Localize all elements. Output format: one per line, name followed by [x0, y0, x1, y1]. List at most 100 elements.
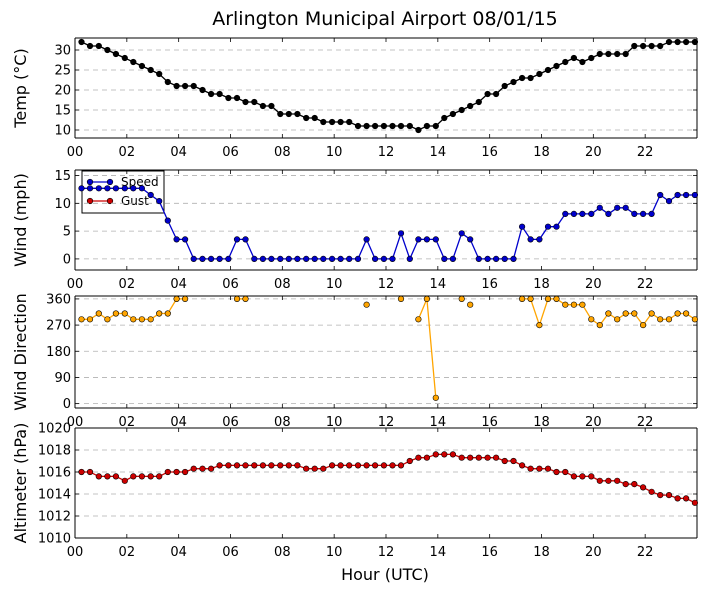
- data-point: [233, 94, 241, 102]
- y-tick-label: 90: [54, 371, 71, 386]
- data-point: [259, 462, 267, 469]
- data-point: [493, 255, 500, 263]
- data-point: [639, 322, 647, 329]
- data-point: [553, 62, 560, 70]
- data-point: [657, 492, 664, 499]
- data-point: [199, 86, 206, 94]
- data-point: [372, 462, 379, 469]
- x-tick-label: 00: [67, 545, 84, 560]
- data-point: [674, 310, 681, 317]
- data-point: [648, 210, 655, 217]
- data-point: [268, 255, 275, 263]
- panel-wind-direction: Wind Direction 0 90 180 270 360 00 02 04 06 08 10 1…: [11, 292, 699, 430]
- data-point: [78, 316, 85, 323]
- x-tick-label: 08: [274, 145, 291, 160]
- x-tick-label: 16: [481, 145, 498, 160]
- data-point: [95, 473, 102, 480]
- data-point: [510, 457, 517, 465]
- data-point: [337, 462, 344, 469]
- data-point: [596, 322, 603, 329]
- data-point: [86, 468, 94, 476]
- data-point: [303, 255, 310, 263]
- data-point: [372, 255, 379, 263]
- data-point: [182, 295, 189, 303]
- data-point: [86, 42, 94, 50]
- data-point: [596, 50, 603, 58]
- data-point: [501, 255, 508, 263]
- x-tick-label: 04: [170, 145, 187, 160]
- x-tick-label: 20: [585, 277, 602, 292]
- data-point: [518, 223, 526, 230]
- data-point: [441, 255, 448, 263]
- series-line: [417, 298, 437, 398]
- x-tick-label: 08: [274, 545, 291, 560]
- data-point: [303, 465, 310, 472]
- data-point: [86, 316, 94, 323]
- x-tick-label: 12: [378, 545, 395, 560]
- data-point: [423, 236, 431, 243]
- data-point: [596, 477, 603, 484]
- data-point: [112, 310, 119, 317]
- data-point: [475, 98, 482, 106]
- data-point: [570, 54, 578, 62]
- data-point: [579, 473, 586, 480]
- y-tick-label: 1018: [38, 444, 71, 459]
- data-point: [380, 255, 388, 263]
- data-point: [138, 62, 145, 70]
- legend-gust-marker: [106, 197, 114, 205]
- data-point: [233, 462, 241, 469]
- x-tick-label: 14: [430, 545, 447, 560]
- data-point: [631, 42, 638, 50]
- x-tick-label: 22: [637, 145, 654, 160]
- data-point: [294, 110, 301, 118]
- legend-speed-label: Speed: [121, 175, 159, 189]
- data-point: [501, 457, 508, 465]
- data-point: [208, 465, 215, 472]
- data-point: [510, 255, 517, 263]
- data-point: [406, 457, 413, 465]
- data-point: [259, 102, 267, 110]
- data-point: [553, 295, 560, 303]
- data-point: [614, 477, 621, 484]
- data-point: [259, 255, 267, 263]
- x-tick-label: 18: [533, 145, 550, 160]
- data-point: [682, 495, 690, 502]
- y-tick-label: 30: [54, 44, 71, 59]
- data-point: [242, 98, 249, 106]
- data-point: [415, 454, 422, 461]
- data-point: [130, 316, 137, 323]
- data-point: [121, 477, 128, 484]
- data-point: [682, 191, 690, 199]
- data-point: [389, 462, 396, 469]
- data-point: [527, 295, 534, 303]
- data-point: [441, 114, 448, 122]
- data-point: [156, 473, 163, 480]
- data-point: [147, 473, 154, 480]
- data-point: [225, 94, 232, 102]
- data-point: [363, 122, 370, 130]
- data-point: [147, 66, 154, 74]
- y-tick-label: 180: [46, 345, 71, 360]
- data-point: [544, 465, 552, 472]
- data-point: [665, 316, 673, 323]
- data-point: [665, 492, 673, 499]
- data-point: [78, 38, 85, 46]
- data-point: [458, 295, 465, 303]
- x-tick-label: 18: [533, 277, 550, 292]
- x-tick-label: 10: [326, 145, 343, 160]
- x-tick-label: 12: [378, 277, 395, 292]
- data-point: [475, 255, 482, 263]
- data-point: [311, 114, 318, 122]
- data-point: [173, 468, 180, 476]
- data-point: [570, 301, 578, 308]
- y-tick-label: 360: [46, 292, 71, 307]
- data-point: [173, 236, 180, 243]
- data-point: [182, 236, 189, 243]
- x-tick-label: 10: [326, 277, 343, 292]
- y-tick-label: 270: [46, 319, 71, 334]
- data-point: [605, 477, 612, 484]
- data-point: [147, 191, 154, 199]
- data-point: [190, 255, 197, 263]
- data-point: [320, 255, 327, 263]
